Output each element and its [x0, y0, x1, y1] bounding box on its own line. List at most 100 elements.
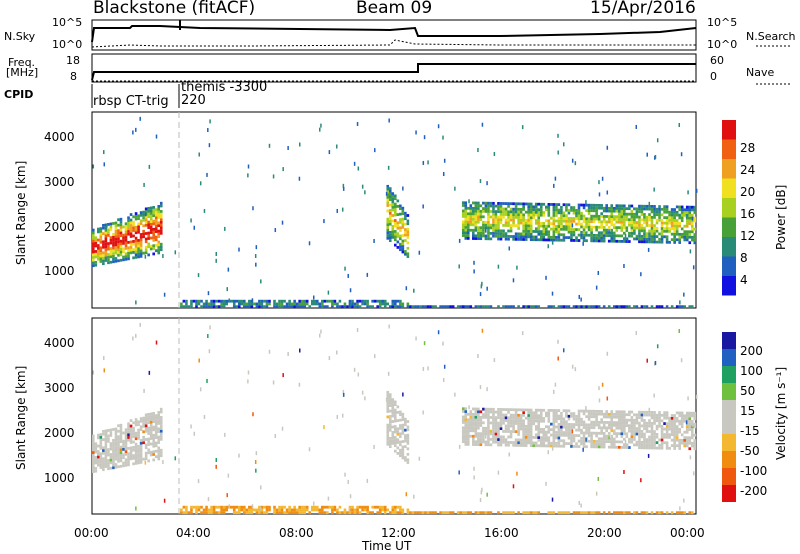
- power-echo-cell: [222, 305, 226, 309]
- velocity-sparse-echo: [342, 392, 345, 397]
- power-echo-cell: [474, 209, 478, 213]
- power-sparse-echo: [678, 122, 681, 127]
- velocity-echo-cell: [660, 430, 664, 434]
- velocity-echo-cell: [635, 432, 639, 436]
- velocity-echo-cell: [557, 422, 561, 426]
- velocity-echo-cell: [605, 429, 608, 433]
- power-echo-cell: [507, 210, 510, 214]
- power-sparse-echo: [282, 167, 284, 172]
- power-echo-cell: [615, 305, 619, 309]
- power-echo-cell: [134, 231, 138, 235]
- velocity-echo-cell: [127, 457, 130, 461]
- velocity-echo-cell: [665, 416, 669, 420]
- power-echo-cell: [157, 210, 161, 214]
- power-echo-cell: [633, 223, 636, 227]
- velocity-echo-cell: [680, 422, 684, 426]
- power-echo-cell: [361, 299, 364, 303]
- power-echo-cell: [577, 211, 581, 215]
- power-echo-cell: [555, 208, 558, 212]
- power-echo-cell: [655, 240, 659, 244]
- velocity-echo-cell: [552, 444, 556, 448]
- power-sparse-echo: [203, 208, 206, 213]
- velocity-sparse-echo: [135, 333, 137, 338]
- velocity-echo-cell: [534, 436, 538, 439]
- velocity-echo-cell: [617, 511, 621, 515]
- velocity-echo-cell: [461, 418, 465, 422]
- velocity-echo-cell: [147, 451, 150, 455]
- velocity-echo-cell: [147, 415, 150, 419]
- velocity-echo-cell: [602, 437, 606, 441]
- velocity-echo-cell: [114, 457, 118, 461]
- velocity-echo-cell: [388, 428, 392, 432]
- power-echo-cell: [617, 207, 621, 210]
- power-echo-cell: [112, 254, 115, 258]
- power-sparse-echo: [103, 162, 106, 167]
- power-sparse-echo: [336, 144, 338, 149]
- velocity-echo-cell: [560, 417, 563, 421]
- power-echo-cell: [388, 187, 392, 191]
- power-echo-cell: [653, 205, 656, 208]
- power-echo-cell: [109, 222, 113, 226]
- velocity-echo-cell: [529, 438, 533, 442]
- velocity-echo-cell: [265, 511, 269, 515]
- power-sparse-echo: [135, 127, 137, 132]
- velocity-echo-cell: [187, 511, 191, 515]
- power-echo-cell: [154, 224, 158, 228]
- power-echo-cell: [132, 250, 135, 254]
- power-echo-cell: [139, 241, 143, 245]
- velocity-echo-cell: [406, 461, 410, 464]
- power-echo-cell: [142, 229, 145, 233]
- velocity-echo-cell: [539, 419, 543, 423]
- power-echo-cell: [469, 209, 473, 213]
- velocity-echo-cell: [152, 428, 155, 432]
- power-echo-cell: [645, 204, 649, 208]
- velocity-echo-cell: [663, 413, 666, 417]
- power-echo-cell: [509, 224, 513, 227]
- power-echo-cell: [653, 240, 656, 244]
- power-echo-cell: [399, 220, 402, 224]
- power-echo-cell: [514, 207, 518, 211]
- velocity-echo-cell: [507, 416, 510, 420]
- velocity-echo-cell: [655, 432, 659, 436]
- power-echo-cell: [509, 202, 513, 206]
- power-echo-cell: [464, 231, 468, 235]
- power-echo-cell: [630, 226, 634, 230]
- power-echo-cell: [129, 224, 133, 227]
- velocity-echo-cell: [494, 429, 498, 433]
- velocity-echo-cell: [180, 508, 183, 512]
- power-echo-cell: [514, 216, 518, 219]
- power-echo-cell: [643, 229, 646, 233]
- power-echo-cell: [532, 238, 536, 242]
- velocity-echo-cell: [665, 433, 669, 436]
- velocity-echo-cell: [600, 412, 603, 416]
- velocity-echo-cell: [406, 433, 410, 437]
- date-title: 15/Apr/2016: [590, 0, 696, 18]
- velocity-echo-cell: [119, 440, 123, 444]
- velocity-echo-cell: [484, 429, 488, 433]
- power-echo-cell: [534, 219, 538, 222]
- power-sparse-echo: [597, 270, 600, 275]
- power-sparse-echo: [353, 161, 356, 166]
- power-echo-cell: [406, 252, 410, 256]
- velocity-echo-cell: [547, 444, 551, 448]
- power-echo-cell: [243, 305, 246, 309]
- velocity-echo-cell: [154, 436, 158, 439]
- velocity-echo-cell: [582, 511, 586, 515]
- power-echo-cell: [560, 227, 563, 231]
- power-echo-cell: [152, 222, 155, 226]
- velocity-echo-cell: [378, 508, 382, 512]
- velocity-echo-cell: [152, 433, 155, 437]
- power-echo-cell: [567, 217, 571, 220]
- power-echo-cell: [592, 225, 596, 229]
- velocity-echo-cell: [152, 425, 155, 429]
- velocity-echo-cell: [597, 431, 601, 435]
- velocity-echo-cell: [678, 438, 681, 442]
- power-echo-cell: [280, 299, 284, 303]
- velocity-echo-cell: [152, 450, 155, 454]
- velocity-echo-cell: [464, 415, 468, 419]
- velocity-echo-cell: [112, 447, 115, 450]
- velocity-echo-cell: [638, 421, 641, 425]
- velocity-sparse-echo: [624, 439, 627, 444]
- power-echo-cell: [157, 205, 161, 208]
- velocity-echo-cell: [117, 429, 120, 433]
